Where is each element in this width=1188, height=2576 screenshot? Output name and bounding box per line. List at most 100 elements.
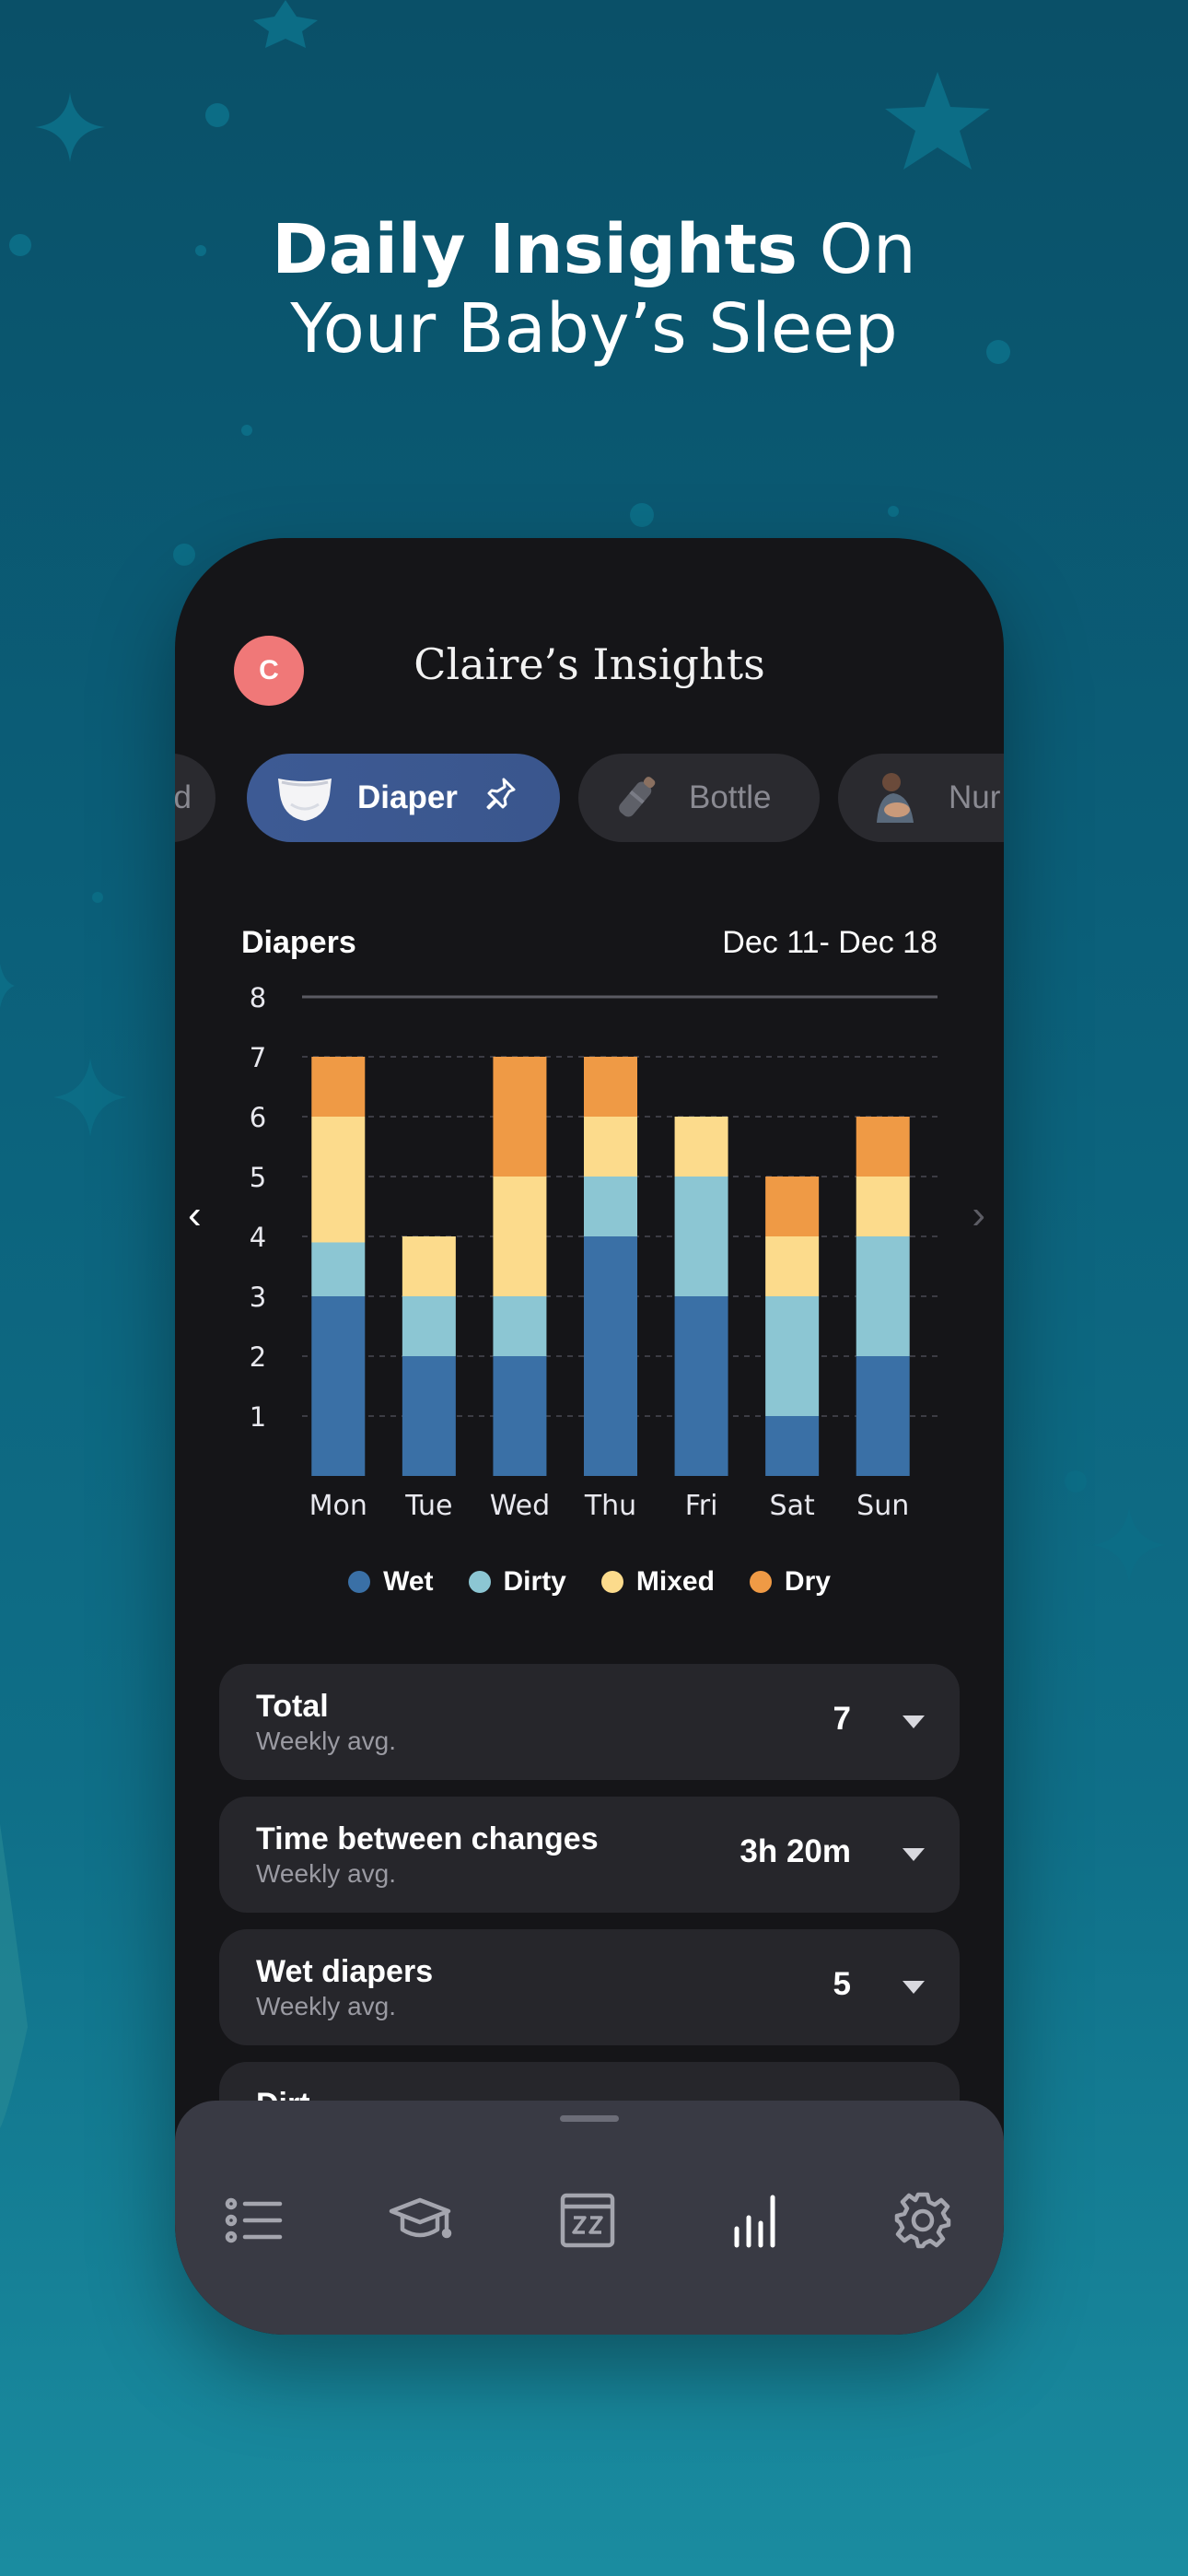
blanket-edge [0,1824,28,2128]
bar-wet-mon[interactable] [311,1296,366,1476]
headline-line-2: Your Baby’s Sleep [290,289,898,369]
bar-dry-wed[interactable] [493,1057,547,1177]
stat-row-time-between-changes[interactable]: Time between changes Weekly avg. 3h 20m [219,1797,960,1913]
settings-gear-icon [894,2192,951,2249]
bar-mixed-wed[interactable] [493,1177,547,1296]
bar-dirty-sat[interactable] [765,1296,820,1416]
bar-mixed-sun[interactable] [856,1177,910,1236]
legend-item-mixed: Mixed [600,1566,715,1598]
sparkle-icon [53,1058,127,1137]
sleep-calendar-icon [560,2193,615,2248]
stat-subtitle: Weekly avg. [256,1727,396,1755]
bar-mixed-mon[interactable] [311,1117,366,1243]
y-tick-label: 1 [250,1401,266,1433]
caret-down-icon [903,1715,925,1728]
graduation-cap-icon [389,2197,452,2239]
bar-wet-sat[interactable] [765,1416,820,1476]
bar-wet-wed[interactable] [493,1356,547,1476]
chip-label: Bottle [689,779,772,815]
y-tick-label: 6 [250,1102,266,1133]
stat-subtitle: Weekly avg. [256,1859,396,1888]
stat-row-wet-diapers[interactable]: Wet diapers Weekly avg. 5 [219,1929,960,2045]
grid-lines [302,995,938,1417]
bar-dry-thu[interactable] [584,1057,637,1117]
avatar-initial: C [259,655,279,685]
headline-bold: Daily Insights [272,210,798,289]
list-icon [225,2197,283,2243]
x-tick-label: Thu [584,1490,636,1522]
stat-title: Total [256,1689,329,1724]
bar-dirty-wed[interactable] [493,1296,547,1356]
legend-label: Wet [383,1566,434,1597]
x-tick-label: Sun [856,1490,909,1522]
stat-value: 3h 20m [740,1833,851,1869]
x-tick-label: Mon [309,1490,367,1522]
legend-label: Dirty [503,1566,566,1597]
y-tick-label: 3 [250,1282,266,1313]
bar-dirty-sun[interactable] [856,1236,910,1356]
avatar[interactable]: C [234,636,304,706]
caret-down-icon [903,1848,925,1861]
chip-diaper[interactable]: Diaper [247,754,560,842]
x-tick-label: Sat [770,1490,815,1522]
tab-insights[interactable] [718,2184,792,2257]
y-tick-label: 7 [250,1042,266,1073]
x-axis-labels: Mon Tue Wed Thu Fri Sat Sun [309,1490,910,1522]
legend-item-wet: Wet [348,1566,434,1598]
tab-sleep[interactable] [551,2184,624,2257]
insights-bar-chart-icon [734,2195,775,2248]
legend-dot [468,1571,491,1593]
bar-mixed-thu[interactable] [584,1117,637,1177]
chip-food-partial[interactable]: od [175,754,215,842]
chip-label: od [175,779,192,815]
star-icon [885,72,990,170]
phone-screen: C Claire’s Insights od Diaper [175,538,1004,2335]
stat-subtitle: Weekly avg. [256,1992,396,2020]
legend-dot [600,1571,623,1593]
stat-value: 7 [833,1701,851,1737]
bar-wet-tue[interactable] [402,1356,456,1476]
chevron-left-icon[interactable]: ‹ [188,1192,202,1237]
pin-icon[interactable] [485,777,517,820]
y-axis-ticks: 1 2 3 4 5 6 7 8 [250,982,266,1433]
bar-mixed-tue[interactable] [402,1236,456,1296]
bar-dirty-fri[interactable] [674,1177,728,1296]
diapers-stacked-bar-chart: 1 2 3 4 5 6 7 8 Mon Tue Wed Thu Fri Sat Sun [250,982,938,1522]
stat-value: 5 [833,1966,851,2002]
stat-row-total[interactable]: Total Weekly avg. 7 [219,1664,960,1780]
chip-bottle[interactable]: Bottle [578,754,820,842]
bar-dry-sat[interactable] [765,1177,820,1236]
chevron-right-icon[interactable]: › [972,1192,985,1237]
bar-wet-fri[interactable] [674,1296,728,1476]
chip-label: Nur [949,779,1001,815]
star-icon [253,0,318,48]
bar-wet-sun[interactable] [856,1356,910,1476]
x-tick-label: Fri [685,1490,718,1522]
bottom-tab-bar [175,2101,1004,2335]
bar-dirty-tue[interactable] [402,1296,456,1356]
stat-title: Wet diapers [256,1954,434,1989]
chart-title: Diapers [241,925,356,960]
y-tick-label: 4 [250,1222,266,1253]
tab-settings[interactable] [886,2184,960,2257]
page-title: Claire’s Insights [413,639,765,689]
bar-dry-sun[interactable] [856,1117,910,1177]
sparkle-icon [1092,1507,1166,1583]
tab-learn[interactable] [383,2184,457,2257]
bar-mixed-fri[interactable] [674,1117,728,1177]
sparkle-icon [35,92,105,162]
date-range[interactable]: Dec 11- Dec 18 [722,925,938,960]
bar-dirty-thu[interactable] [584,1177,637,1236]
drag-handle[interactable] [560,2115,619,2122]
nursing-icon [866,767,926,828]
chart-legend: Wet Dirty Mixed Dry [175,1566,1004,1598]
legend-item-dirty: Dirty [468,1566,566,1598]
chip-nursing[interactable]: Nur [838,754,1004,842]
bar-dirty-mon[interactable] [311,1242,366,1297]
bar-mixed-sat[interactable] [765,1236,820,1296]
y-tick-label: 2 [250,1341,266,1373]
bar-dry-mon[interactable] [311,1057,366,1117]
tab-log[interactable] [217,2184,291,2257]
bar-wet-thu[interactable] [584,1236,637,1476]
legend-label: Dry [784,1566,831,1597]
